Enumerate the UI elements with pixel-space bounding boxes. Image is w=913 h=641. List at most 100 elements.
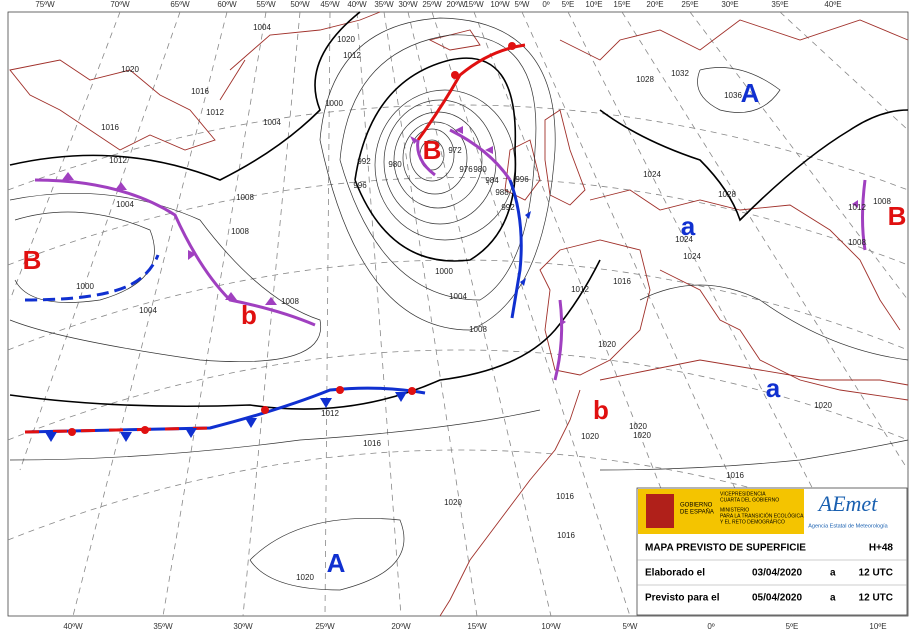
- row-time: 12 UTC: [859, 593, 893, 604]
- isobar-label: 980: [473, 165, 487, 174]
- row-date: 03/04/2020: [752, 568, 802, 579]
- top-lon-label: 60ºW: [217, 0, 237, 9]
- isobar-label: 988: [495, 188, 509, 197]
- legend-box: GOBIERNO DE ESPAÑA VICEPRESIDENCIA CUART…: [636, 487, 908, 616]
- isobar-label: 984: [485, 176, 499, 185]
- isobar-label: 1016: [726, 471, 744, 480]
- isobar-label: 1020: [598, 340, 616, 349]
- top-lon-label: 35ºE: [771, 0, 788, 9]
- row-time: 12 UTC: [859, 568, 893, 579]
- top-lon-label: 0º: [542, 0, 549, 9]
- ministry-line: PARA LA TRANSICIÓN ECOLÓGICA: [720, 512, 804, 519]
- isobar-label: 1008: [236, 193, 254, 202]
- bottom-lon-label: 10ºW: [541, 622, 561, 631]
- isobar-label: 1016: [556, 492, 574, 501]
- ministry-line: Y EL RETO DEMOGRÁFICO: [720, 518, 785, 525]
- top-lon-label: 40ºW: [347, 0, 367, 9]
- top-lon-label: 30ºW: [398, 0, 418, 9]
- map-title: MAPA PREVISTO DE SUPERFICIE: [645, 543, 806, 554]
- top-lon-label: 25ºE: [681, 0, 698, 9]
- isobar-label: 1028: [718, 190, 736, 199]
- isobar-label: 1004: [253, 23, 271, 32]
- isobar-label: 1020: [629, 422, 647, 431]
- bottom-lon-label: 5ºW: [623, 622, 638, 631]
- isobar-label: 1016: [363, 439, 381, 448]
- isobar-label: 980: [388, 160, 402, 169]
- top-lon-label: 65ºW: [170, 0, 190, 9]
- isobar-label: 1012: [321, 409, 339, 418]
- top-lon-label: 50ºW: [290, 0, 310, 9]
- bottom-lon-label: 15ºW: [467, 622, 487, 631]
- row-sep: a: [830, 568, 836, 579]
- top-lon-label: 15ºW: [464, 0, 484, 9]
- isobar-label: 1036: [724, 91, 742, 100]
- isobar-label: 976: [459, 165, 473, 174]
- top-lon-label: 15ºE: [613, 0, 630, 9]
- isobar-label: 1020: [581, 432, 599, 441]
- isobar-label: 1032: [671, 69, 689, 78]
- ministry-line: CUARTA DEL GOBIERNO: [720, 497, 779, 503]
- government-line: GOBIERNO: [680, 503, 713, 509]
- ministry-line: MINISTERIO: [720, 507, 749, 513]
- isobar-label: 1024: [683, 252, 701, 261]
- bottom-lon-label: 40ºW: [63, 622, 83, 631]
- isobar-label: 1008: [469, 325, 487, 334]
- isobar-label: 1024: [643, 170, 661, 179]
- pressure-center: B: [423, 135, 442, 165]
- isobar-label: 1020: [337, 35, 355, 44]
- top-lon-label: 5ºE: [562, 0, 575, 9]
- isobar-label: 992: [501, 203, 515, 212]
- row-label: Previsto para el: [645, 593, 720, 604]
- top-lon-label: 35ºW: [374, 0, 394, 9]
- pressure-center: B: [23, 245, 42, 275]
- isobar-label: 1004: [263, 118, 281, 127]
- top-lon-label: 10ºW: [490, 0, 510, 9]
- row-sep: a: [830, 593, 836, 604]
- bottom-lon-label: 35ºW: [153, 622, 173, 631]
- isobar-label: 1000: [435, 267, 453, 276]
- pressure-center: B: [888, 201, 907, 231]
- agency-logo: AEmet: [817, 491, 879, 516]
- isobar-label: 1012: [206, 108, 224, 117]
- isobar-label: 1012: [109, 156, 127, 165]
- top-lon-label: 55ºW: [256, 0, 276, 9]
- top-lon-label: 75ºW: [35, 0, 55, 9]
- pressure-center: a: [681, 211, 696, 241]
- isobar-label: 1008: [231, 227, 249, 236]
- isobar-label: 1020: [296, 573, 314, 582]
- row-label: Elaborado el: [645, 568, 705, 579]
- isobar-label: 1016: [613, 277, 631, 286]
- bottom-lon-label: 25ºW: [315, 622, 335, 631]
- row-date: 05/04/2020: [752, 593, 802, 604]
- isobar-label: 996: [353, 181, 367, 190]
- isobar-label: 992: [357, 157, 371, 166]
- fronts: [24, 42, 867, 442]
- isobar-label: 1012: [343, 51, 361, 60]
- top-lon-label: 20ºW: [446, 0, 466, 9]
- isobar-label: 1004: [116, 200, 134, 209]
- isobar-label: 972: [448, 146, 462, 155]
- ministry-line: VICEPRESIDENCIA: [720, 491, 766, 497]
- bottom-lon-label: 10ºE: [869, 622, 886, 631]
- bottom-lon-label: 0º: [707, 622, 714, 631]
- top-lon-label: 70ºW: [110, 0, 130, 9]
- pressure-center: A: [741, 78, 760, 108]
- isobar-label: 1020: [633, 431, 651, 440]
- top-lon-label: 20ºE: [646, 0, 663, 9]
- isobar-label: 1016: [557, 531, 575, 540]
- pressure-center: a: [766, 373, 781, 403]
- top-lon-label: 25ºW: [422, 0, 442, 9]
- isobar-label: 1020: [814, 401, 832, 410]
- top-lon-label: 30ºE: [721, 0, 738, 9]
- agency-name: Agencia Estatal de Meteorología: [808, 523, 888, 529]
- isobar-label: 996: [515, 175, 529, 184]
- isobar-label: 1020: [121, 65, 139, 74]
- government-line: DE ESPAÑA: [680, 509, 714, 516]
- top-lon-label: 40ºE: [824, 0, 841, 9]
- forecast-horizon: H+48: [869, 543, 894, 554]
- coastlines: [9, 11, 909, 617]
- isobar-label: 1028: [636, 75, 654, 84]
- isobar-label: 1004: [139, 306, 157, 315]
- bottom-lon-label: 30ºW: [233, 622, 253, 631]
